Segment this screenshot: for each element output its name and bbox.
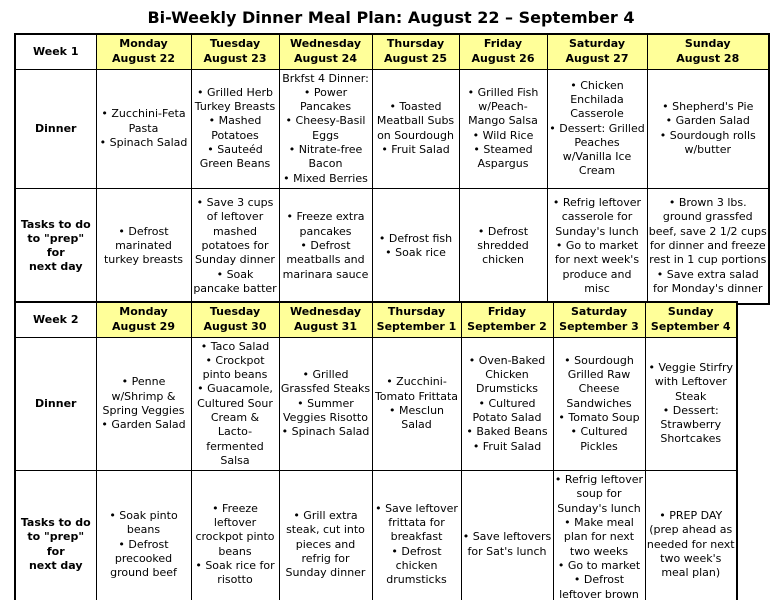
week1-dinner-tuesday: • Grilled Herb Turkey Breasts • Mashed P… (190, 68, 280, 189)
week1-tasks-tuesday: • Save 3 cups of leftover mashed potatoe… (190, 187, 280, 305)
week2-dinner-wednesday: • Grilled Grassfed Steaks • Summer Veggi… (278, 336, 373, 472)
week2-dinner-sunday: • Veggie Stirfry with Leftover Steak • D… (644, 336, 738, 472)
week1-dinner-friday: • Grilled Fish w/Peach-Mango Salsa • Wil… (458, 68, 548, 189)
week2-day-header-friday: Friday September 2 (460, 301, 554, 338)
week2-header-row: Week 2 Monday August 29 Tuesday August 3… (14, 301, 738, 338)
week2-table: Week 2 Monday August 29 Tuesday August 3… (14, 301, 738, 600)
week2-day-header-thursday: Thursday September 1 (371, 301, 462, 338)
week1-label-cell: Week 1 (14, 33, 97, 70)
week1-day-header-thursday: Thursday August 25 (371, 33, 460, 70)
week2-dinner-row-label: Dinner (14, 336, 97, 472)
week2-dinner-friday: • Oven-Baked Chicken Drumsticks • Cultur… (460, 336, 554, 472)
week1-dinner-monday: • Zucchini-Feta Pasta • Spinach Salad (95, 68, 192, 189)
week1-table: Week 1 Monday August 22 Tuesday August 2… (14, 33, 770, 306)
week2-tasks-row-label: Tasks to do to "prep" for next day (14, 470, 97, 600)
week1-day-header-saturday: Saturday August 27 (546, 33, 648, 70)
meal-plan-title: Bi-Weekly Dinner Meal Plan: August 22 – … (147, 8, 635, 27)
week1-dinner-sunday: • Shepherd's Pie • Garden Salad • Sourdo… (646, 68, 770, 189)
week2-dinner-monday: • Penne w/Shrimp & Spring Veggies • Gard… (95, 336, 192, 472)
week2-day-header-monday: Monday August 29 (95, 301, 192, 338)
week1-tasks-monday: • Defrost marinated turkey breasts (95, 187, 192, 305)
week2-tasks-wednesday: • Grill extra steak, cut into pieces and… (278, 470, 373, 600)
week1-day-header-tuesday: Tuesday August 23 (190, 33, 280, 70)
week2-tasks-saturday: • Refrig leftover soup for Sunday's lunc… (552, 470, 646, 600)
week1-day-header-sunday: Sunday August 28 (646, 33, 770, 70)
week2-day-header-saturday: Saturday September 3 (552, 301, 646, 338)
week1-day-header-wednesday: Wednesday August 24 (278, 33, 373, 70)
week1-tasks-thursday: • Defrost fish • Soak rice (371, 187, 460, 305)
week1-dinner-thursday: • Toasted Meatball Subs on Sourdough • F… (371, 68, 460, 189)
week2-day-header-wednesday: Wednesday August 31 (278, 301, 373, 338)
week1-dinner-row-label: Dinner (14, 68, 97, 189)
week1-tasks-friday: • Defrost shredded chicken (458, 187, 548, 305)
week1-day-header-monday: Monday August 22 (95, 33, 192, 70)
week2-tasks-row: Tasks to do to "prep" for next day • Soa… (14, 470, 738, 600)
week1-day-header-friday: Friday August 26 (458, 33, 548, 70)
week2-tasks-sunday: • PREP DAY (prep ahead as needed for nex… (644, 470, 738, 600)
week1-tasks-wednesday: • Freeze extra pancakes • Defrost meatba… (278, 187, 373, 305)
week2-tasks-tuesday: • Freeze leftover crockpot pinto beans •… (190, 470, 280, 600)
week1-tasks-saturday: • Refrig leftover casserole for Sunday's… (546, 187, 648, 305)
week1-header-row: Week 1 Monday August 22 Tuesday August 2… (14, 33, 770, 70)
week1-tasks-row-label: Tasks to do to "prep" for next day (14, 187, 97, 305)
week2-dinner-tuesday: • Taco Salad • Crockpot pinto beans • Gu… (190, 336, 280, 472)
week2-tasks-monday: • Soak pinto beans • Defrost precooked g… (95, 470, 192, 600)
week1-dinner-saturday: • Chicken Enchilada Casserole • Dessert:… (546, 68, 648, 189)
week2-dinner-saturday: • Sourdough Grilled Raw Cheese Sandwiche… (552, 336, 646, 472)
week2-dinner-thursday: • Zucchini-Tomato Frittata • Mesclun Sal… (371, 336, 462, 472)
week1-tasks-row: Tasks to do to "prep" for next day • Def… (14, 187, 770, 305)
week2-tasks-thursday: • Save leftover frittata for breakfast •… (371, 470, 462, 600)
week1-dinner-wednesday: Brkfst 4 Dinner: • Power Pancakes • Chee… (278, 68, 373, 189)
week2-dinner-row: Dinner • Penne w/Shrimp & Spring Veggies… (14, 336, 738, 472)
week1-tasks-sunday: • Brown 3 lbs. ground grassfed beef, sav… (646, 187, 770, 305)
week2-day-header-tuesday: Tuesday August 30 (190, 301, 280, 338)
week1-dinner-row: Dinner • Zucchini-Feta Pasta • Spinach S… (14, 68, 770, 189)
week2-tasks-friday: • Save leftovers for Sat's lunch (460, 470, 554, 600)
week2-label-cell: Week 2 (14, 301, 97, 338)
week2-day-header-sunday: Sunday September 4 (644, 301, 738, 338)
